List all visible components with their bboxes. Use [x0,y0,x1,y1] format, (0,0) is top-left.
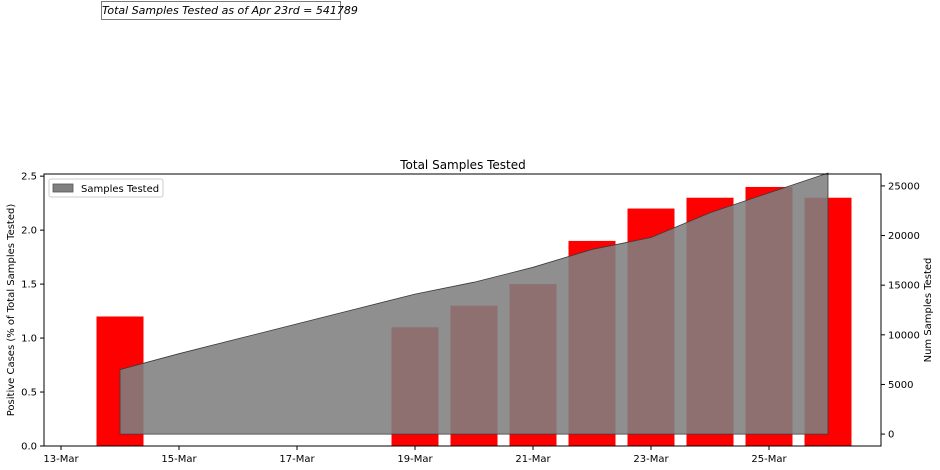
total-samples-annotation: Total Samples Tested as of Apr 23rd = 54… [101,1,358,20]
x-tick-label: 23-Mar [633,454,669,465]
x-tick-label: 25-Mar [751,454,787,465]
y-left-tick-label: 1.5 [21,280,37,291]
y-axis-left-label: Positive Cases (% of Total Samples Teste… [6,204,17,417]
area-series [119,172,829,435]
x-tick-label: 19-Mar [397,454,433,465]
y-axis-right: 0 5000 10000 15000 20000 25000 [881,181,920,441]
y-right-tick-label: 5000 [888,380,913,391]
area-layer [119,172,829,435]
y-right-tick-label: 25000 [888,181,920,192]
y-right-tick-label: 10000 [888,330,920,341]
y-right-tick-label: 15000 [888,281,920,292]
y-axis-left: 0.0 0.5 1.0 1.5 2.0 2.5 [21,172,44,453]
plot-frame [43,173,882,447]
x-tick-label: 21-Mar [515,454,551,465]
legend: Samples Tested [48,178,164,198]
y-left-tick-label: 0.5 [21,388,37,399]
y-left-tick-label: 0.0 [21,442,37,453]
x-axis: 13-Mar 15-Mar 17-Mar 19-Mar 21-Mar 23-Mar 25-M… [43,446,787,465]
legend-box [48,178,164,198]
x-tick-label: 13-Mar [43,454,79,465]
y-left-tick-label: 2.5 [21,172,37,183]
y-axis-right-label: Num Samples Tested [923,258,934,363]
chart-title: Total Samples Tested [399,158,526,172]
y-right-tick-label: 0 [888,430,894,441]
y-left-tick-label: 2.0 [21,226,37,237]
legend-swatch [52,183,74,193]
x-tick-label: 15-Mar [161,454,197,465]
legend-label: Samples Tested [81,184,159,195]
x-tick-label: 17-Mar [279,454,315,465]
y-left-tick-label: 1.0 [21,334,37,345]
y-right-tick-label: 20000 [888,231,920,242]
